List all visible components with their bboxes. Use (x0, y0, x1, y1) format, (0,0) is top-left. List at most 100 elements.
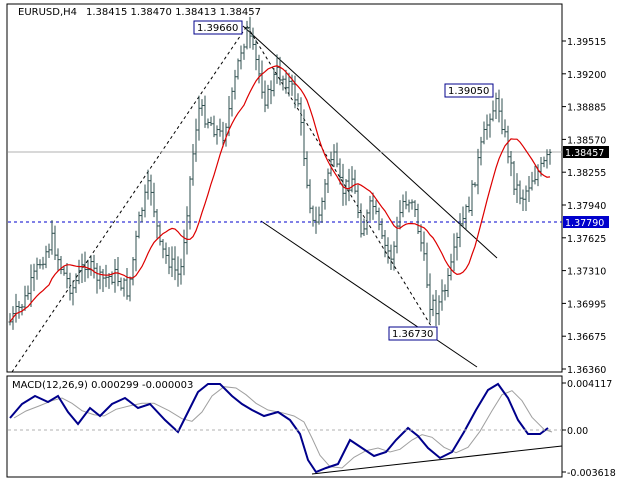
price-bar (452, 233, 456, 272)
price-bar (131, 256, 135, 286)
price-bar (461, 206, 465, 227)
price-bar (191, 144, 195, 186)
price-bar (518, 180, 522, 205)
price-tick-label: 1.38255 (567, 168, 606, 179)
price-bar (293, 75, 297, 109)
trend-lines[interactable] (11, 25, 563, 475)
price-bar (17, 301, 21, 319)
price-panel-frame (6, 3, 563, 373)
price-bar (341, 163, 345, 206)
annotation-low[interactable]: 1.36730 (392, 329, 433, 340)
price-tick-label: 1.37940 (567, 201, 606, 212)
price-bar (377, 207, 381, 231)
price-bar (53, 225, 57, 260)
price-bar (308, 179, 312, 214)
price-bar (440, 279, 444, 311)
price-bar (38, 259, 42, 269)
price-bar (428, 273, 432, 323)
price-tick-label: 1.36995 (567, 299, 606, 310)
annotation-box-low[interactable] (388, 326, 438, 341)
macd-tick-zero: 0.00 (567, 426, 588, 437)
price-bar (242, 43, 246, 60)
price-bar (215, 125, 219, 145)
macd-signal-line (13, 386, 553, 469)
price-bars (8, 16, 552, 330)
trendline-dashed-fall[interactable] (246, 25, 437, 335)
price-bar (395, 216, 399, 254)
chart-header: EURUSD,H4 1.38415 1.38470 1.38413 1.3845… (18, 7, 261, 18)
price-bar (530, 171, 534, 191)
trendline-lower[interactable] (260, 220, 478, 368)
price-bar (254, 39, 258, 71)
price-bar (134, 230, 138, 272)
price-bar (509, 151, 513, 177)
price-bar (413, 200, 417, 217)
level-price-tag-bg (563, 216, 609, 228)
annotation-box-second-high[interactable] (444, 83, 494, 98)
price-tick-label: 1.38570 (567, 135, 606, 146)
price-bar (188, 176, 192, 230)
macd-tick-bottom: -0.003618 (567, 468, 616, 479)
price-bar (167, 247, 171, 275)
price-bar (446, 268, 450, 298)
price-tick-label: 1.39515 (567, 37, 606, 48)
price-bar (275, 54, 279, 84)
price-bar (74, 273, 78, 293)
annotation-box-high[interactable] (193, 20, 243, 35)
macd-trendline[interactable] (311, 445, 563, 475)
price-bar (161, 238, 165, 259)
price-bar (230, 87, 234, 117)
price-bar (437, 295, 441, 326)
price-bar (473, 182, 477, 188)
price-bar (80, 253, 84, 284)
annotation-high[interactable]: 1.39660 (197, 23, 238, 34)
current-price-tag: 1.38457 (565, 148, 604, 159)
price-bar (521, 189, 525, 212)
price-bar (335, 142, 339, 168)
price-bar (386, 237, 390, 264)
price-bar (170, 246, 174, 278)
price-bar (323, 179, 327, 210)
price-bar (152, 182, 156, 218)
price-bar (332, 144, 336, 168)
price-bar (158, 223, 162, 246)
price-bar (515, 173, 519, 204)
price-bar (485, 114, 489, 140)
price-bar (245, 20, 249, 50)
price-bar (482, 121, 486, 145)
price-bar (491, 100, 495, 122)
price-bar (533, 165, 537, 185)
price-tick-label: 1.37625 (567, 234, 606, 245)
price-bar (179, 258, 183, 285)
price-bar (185, 206, 189, 255)
price-bar (68, 272, 72, 301)
price-bar (512, 160, 516, 195)
price-bar (77, 259, 81, 285)
trendline-upper[interactable] (242, 25, 498, 259)
trendline-dashed-rise[interactable] (11, 25, 248, 373)
price-bar (443, 284, 447, 301)
price-bar (506, 125, 510, 164)
price-bar (206, 118, 210, 129)
price-bar (284, 69, 288, 94)
price-bar (212, 115, 216, 138)
price-bar (44, 245, 48, 269)
price-bar (248, 16, 252, 49)
price-bar (200, 99, 204, 116)
price-bar (398, 200, 402, 230)
price-bar (32, 263, 36, 292)
price-bar (305, 151, 309, 189)
price-bar (221, 121, 225, 148)
price-bar (371, 192, 375, 220)
price-bar (410, 199, 414, 210)
price-bar (527, 175, 531, 202)
price-bar (362, 218, 366, 236)
price-bar (470, 180, 474, 217)
price-bar (56, 248, 60, 271)
annotation-second-high[interactable]: 1.39050 (448, 86, 489, 97)
price-bar (125, 267, 129, 300)
price-annotations[interactable]: 1.39660 1.39050 1.36730 (193, 20, 494, 341)
price-bar (329, 151, 333, 177)
price-bar (296, 93, 300, 107)
